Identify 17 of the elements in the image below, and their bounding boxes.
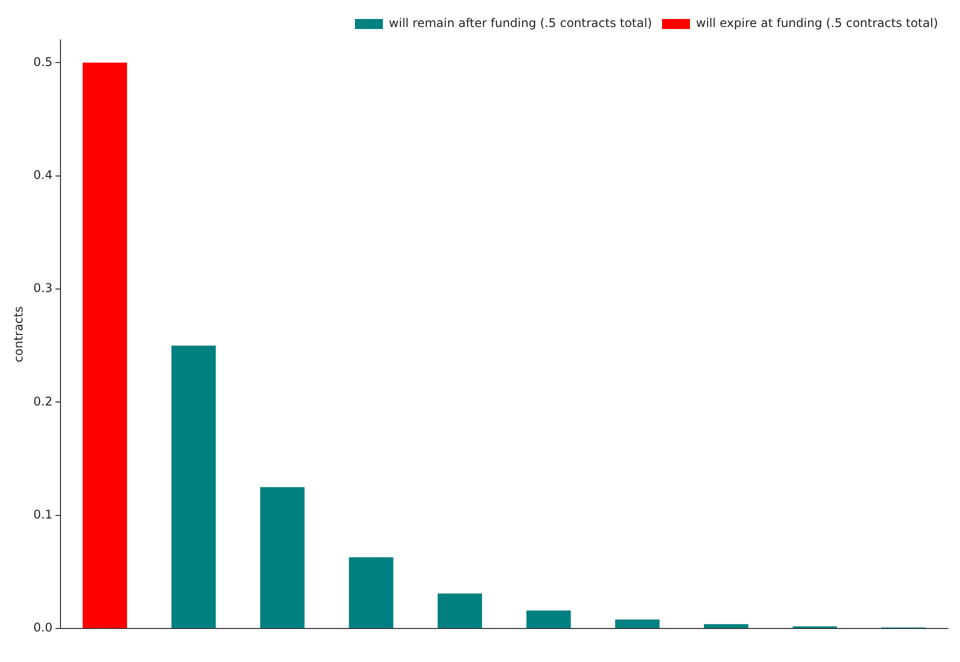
bar: [171, 346, 216, 628]
y-tick-label: 0.5: [33, 54, 52, 69]
y-tick-label: 0.2: [33, 394, 52, 408]
bar: [526, 610, 571, 628]
bar: [348, 557, 394, 628]
legend-label: will expire at funding (.5 contracts total): [696, 16, 938, 30]
y-tick-label: 0.0: [33, 620, 52, 635]
y-axis-title: contracts: [11, 306, 26, 362]
legend-label: will remain after funding (.5 contracts total): [388, 16, 652, 30]
bar: [82, 62, 128, 628]
bar: [704, 624, 748, 628]
bar: [438, 594, 482, 628]
y-tick-label: 0.1: [33, 508, 52, 522]
y-tick-label: 0.3: [33, 281, 52, 296]
y-tick-label: 0.4: [33, 168, 52, 182]
bar: [615, 620, 660, 628]
bar: [260, 487, 305, 628]
